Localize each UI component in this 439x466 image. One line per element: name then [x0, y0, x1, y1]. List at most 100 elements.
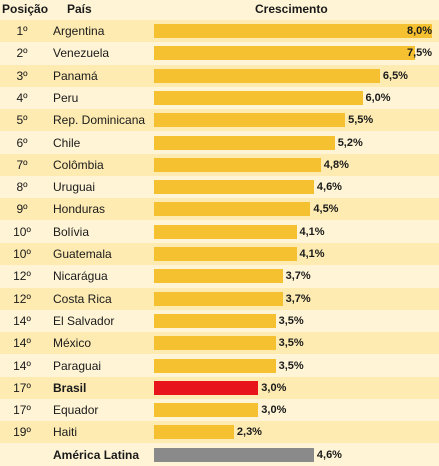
country-row: 14º El Salvador 3,5% [0, 310, 439, 332]
country-label: Argentina [53, 24, 105, 38]
rank-label: 2º [16, 46, 28, 61]
header-growth: Crescimento [255, 2, 328, 16]
value-label: 4,8% [323, 158, 349, 171]
rank-label: 14º [13, 358, 31, 373]
value-label: 6,0% [365, 91, 391, 104]
value-label: 3,5% [278, 359, 304, 372]
country-row: 5º Rep. Dominicana 5,5% [0, 109, 439, 132]
growth-bar [154, 336, 276, 351]
rank-label: 12º [13, 291, 31, 306]
value-label: 5,2% [337, 136, 363, 149]
country-row: 14º Paraguai 3,5% [0, 355, 439, 377]
country-row: 4º Peru 6,0% [0, 87, 439, 109]
growth-bar [154, 180, 314, 195]
value-label: 4,6% [316, 448, 342, 461]
value-label: 3,7% [285, 270, 311, 283]
country-label: Rep. Dominicana [53, 113, 146, 128]
country-row: 2º Venezuela 7,5% [0, 42, 439, 64]
country-row: 8º Uruguai 4,6% [0, 176, 439, 198]
value-label: 8,0% [407, 25, 433, 37]
header-position: Posição [2, 2, 49, 16]
country-label: Haiti [53, 425, 78, 440]
country-label: Guatemala [53, 247, 112, 261]
value-label: 2,3% [236, 426, 262, 439]
country-row: 7º Colômbia 4,8% [0, 153, 439, 176]
country-row: 9º Honduras 4,5% [0, 198, 439, 221]
rank-label: 6º [16, 135, 28, 150]
country-label: Panamá [53, 68, 98, 83]
growth-bar [154, 24, 432, 38]
growth-bar [154, 291, 283, 306]
rank-label: 17º [13, 403, 31, 418]
growth-bar [154, 68, 380, 83]
value-label: 3,5% [278, 337, 304, 350]
country-label: Brasil [53, 380, 87, 395]
rank-label: 9º [16, 202, 28, 217]
country-label: Bolívia [53, 224, 90, 239]
value-label: 7,5% [407, 47, 433, 60]
value-label: 4,5% [313, 203, 339, 216]
country-row: 12º Costa Rica 3,7% [0, 287, 439, 310]
country-label: Honduras [53, 202, 106, 217]
country-row: 6º Chile 5,2% [0, 132, 439, 154]
rank-label: 4º [16, 90, 28, 105]
country-label: Venezuela [53, 46, 110, 61]
country-row: 12º Nicarágua 3,7% [0, 265, 439, 287]
value-label: 4,1% [299, 248, 325, 260]
rank-label: 10º [13, 224, 31, 239]
country-label: Paraguai [53, 358, 102, 373]
rank-label: 3º [16, 68, 28, 83]
country-label: Colômbia [53, 157, 104, 172]
country-row: 10º Guatemala 4,1% [0, 243, 439, 265]
growth-bar [154, 403, 259, 418]
growth-bar [154, 90, 363, 105]
growth-bar [154, 202, 311, 217]
average-row: América Latina 4,6% [0, 444, 439, 466]
value-label: 3,0% [261, 404, 287, 417]
value-label: 3,7% [285, 292, 311, 305]
value-label: 6,5% [382, 69, 408, 82]
value-label: 5,5% [348, 114, 374, 127]
growth-bar [154, 157, 321, 172]
growth-bar [154, 313, 276, 328]
average-bar [154, 447, 314, 462]
rank-label: 1º [16, 24, 28, 38]
rank-label: 5º [16, 113, 28, 128]
growth-bar [154, 358, 276, 373]
rank-label: 8º [16, 180, 28, 195]
country-label: Costa Rica [53, 291, 112, 306]
rank-label: 12º [13, 269, 31, 284]
growth-bar [154, 46, 415, 61]
country-label: Nicarágua [53, 269, 108, 284]
country-row: 19º Haiti 2,3% [0, 421, 439, 444]
growth-bar [154, 269, 283, 284]
country-label: El Salvador [53, 313, 115, 328]
country-row: 17º Brasil 3,0% [0, 376, 439, 399]
country-label: Chile [53, 135, 81, 150]
value-label: 4,6% [316, 181, 342, 194]
growth-bar [154, 425, 234, 440]
highlight-bar [154, 380, 259, 395]
country-label: Equador [53, 403, 99, 418]
country-row: 10º Bolívia 4,1% [0, 221, 439, 243]
country-row: 1º Argentina 8,0% [0, 20, 439, 42]
rank-label: 17º [13, 380, 31, 395]
growth-bar [154, 247, 297, 261]
rank-label: 14º [13, 336, 31, 351]
rank-label: 14º [13, 313, 31, 328]
country-row: 17º Equador 3,0% [0, 399, 439, 421]
header-country: País [67, 2, 92, 16]
country-label: Peru [53, 90, 79, 105]
growth-bar [154, 224, 297, 239]
value-label: 3,5% [278, 314, 304, 327]
value-label: 4,1% [299, 225, 325, 238]
growth-bar [154, 113, 346, 128]
country-row: 14º México 3,5% [0, 332, 439, 355]
rank-label: 19º [13, 425, 31, 440]
rank-label: 7º [16, 157, 28, 172]
country-label: México [53, 336, 92, 351]
country-label: Uruguai [53, 180, 96, 195]
country-row: 3º Panamá 6,5% [0, 64, 439, 87]
value-label: 3,0% [261, 381, 287, 394]
